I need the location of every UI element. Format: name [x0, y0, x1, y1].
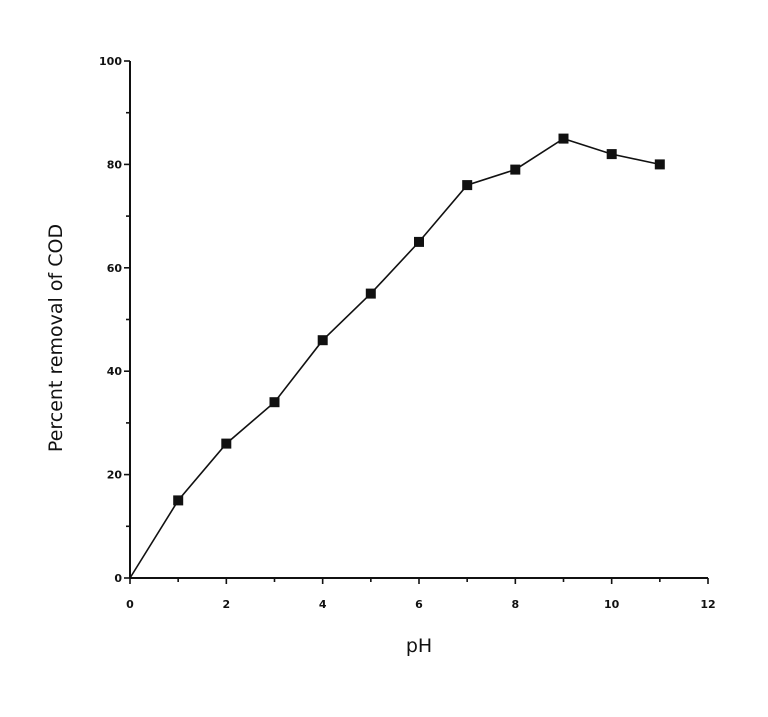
- data-point-marker: [510, 164, 521, 175]
- data-point-marker: [606, 149, 617, 160]
- x-tick-label: 0: [126, 598, 134, 611]
- x-tick-label: 4: [319, 598, 327, 611]
- data-point-marker: [462, 180, 473, 191]
- x-tick-labels: 0 2 4 6 8 10 12: [126, 598, 715, 611]
- x-tick-label: 10: [604, 598, 620, 611]
- x-tick-label: 12: [700, 598, 715, 611]
- y-tick-label: 0: [114, 572, 122, 585]
- x-tick-label: 8: [512, 598, 520, 611]
- data-point-marker: [558, 133, 569, 144]
- data-point-marker: [365, 288, 376, 299]
- y-tick-label: 40: [107, 365, 123, 378]
- data-point-marker: [414, 236, 424, 247]
- data-point-marker: [654, 159, 665, 170]
- series-group: [129, 133, 665, 579]
- data-point-marker: [317, 335, 328, 346]
- y-tick-label: 100: [99, 55, 122, 68]
- x-tick-label: 6: [415, 598, 423, 611]
- y-tick-labels: 0 20 40 60 80 100: [99, 55, 122, 585]
- y-tick-label: 80: [107, 158, 123, 171]
- y-tick-label: 60: [107, 262, 123, 275]
- y-tick-label: 20: [107, 469, 123, 482]
- x-tick-label: 2: [223, 598, 231, 611]
- data-point-marker: [269, 397, 280, 408]
- y-axis-title: Percent removal of COD: [45, 224, 67, 452]
- data-point-marker: [173, 495, 184, 506]
- series-line: [129, 137, 660, 579]
- data-point-marker: [221, 438, 232, 449]
- x-axis-title: pH: [406, 635, 432, 657]
